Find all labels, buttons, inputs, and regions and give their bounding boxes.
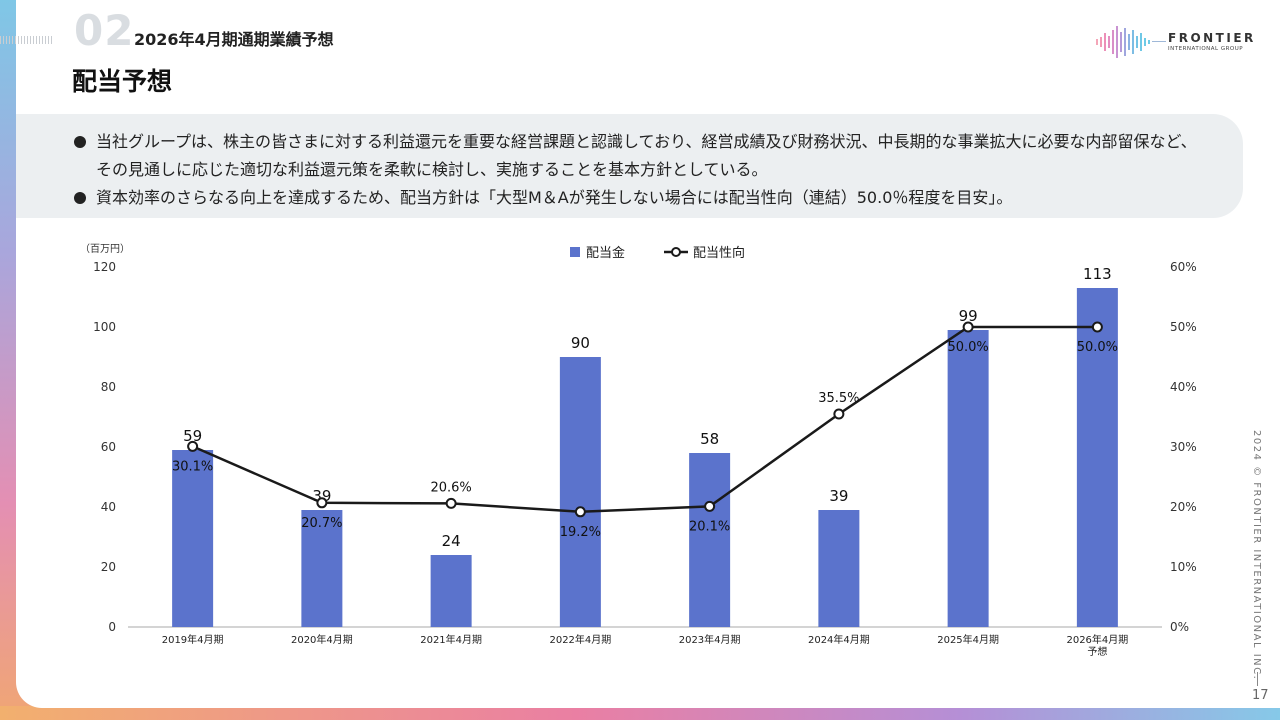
legend-line-marker — [671, 247, 681, 257]
company-logo — [1096, 26, 1166, 58]
bar-dividend — [301, 510, 343, 627]
y-right-tick-label: 50% — [1170, 320, 1197, 334]
dividend-policy-panel — [16, 114, 1243, 218]
page-number-divider — [1257, 672, 1258, 686]
x-tick-label: 2026年4月期 — [1066, 633, 1128, 646]
policy-text-2: 資本効率のさらなる向上を達成するため、配当方針は「大型M＆Aが発生しない場合には… — [96, 188, 1013, 207]
page-title: 配当予想 — [72, 67, 173, 96]
y-left-tick-label: 100 — [93, 320, 116, 334]
y-right-tick-label: 0% — [1170, 620, 1189, 634]
y-left-unit-label: （百万円） — [80, 243, 130, 255]
x-tick-label: 2025年4月期 — [937, 633, 999, 646]
ratio-value-label: 20.6% — [430, 480, 471, 495]
bottom-gradient-bar — [0, 706, 1280, 720]
legend-bar-swatch — [570, 247, 580, 257]
section-title: 2026年4月期通期業績予想 — [134, 30, 334, 49]
logo-waveform-icon — [1096, 26, 1166, 58]
decorative-stripes — [0, 36, 54, 44]
bar-value-label: 24 — [442, 532, 461, 550]
dividend-chart: （百万円） 0 20 40 60 80 100 120 0% 10% 20% 30% 40% 50% 60%… — [80, 243, 1197, 658]
y-left-tick-label: 0 — [108, 620, 116, 634]
line-marker — [574, 506, 586, 518]
y-right-tick-label: 60% — [1170, 260, 1197, 274]
bullet-dot-icon — [74, 136, 86, 148]
legend-bar-label: 配当金 — [586, 245, 625, 261]
line-marker — [1091, 321, 1103, 333]
line-marker — [962, 321, 974, 333]
x-tick-label: 2019年4月期 — [162, 633, 224, 646]
y-right-tick-label: 10% — [1170, 560, 1197, 574]
y-left-tick-label: 40 — [101, 500, 116, 514]
section-number: 02 — [74, 6, 135, 55]
x-tick-label: 2024年4月期 — [808, 633, 870, 646]
bar-dividend — [430, 555, 472, 627]
x-tick-label: 2022年4月期 — [549, 633, 611, 646]
logo-subtitle: INTERNATIONAL GROUP — [1168, 46, 1244, 52]
bullet-dot-icon — [74, 192, 86, 204]
bar-value-label: 59 — [183, 427, 202, 445]
y-left-tick-label: 80 — [101, 380, 116, 394]
x-tick-label: 2021年4月期 — [420, 633, 482, 646]
bar-value-label: 113 — [1083, 265, 1112, 283]
y-left-tick-label: 60 — [101, 440, 116, 454]
bar-dividend — [1076, 288, 1118, 627]
bar-dividend — [689, 453, 731, 627]
logo-name: FRONTIER — [1168, 31, 1256, 45]
bar-dividend — [947, 330, 989, 627]
bar-dividend — [818, 510, 860, 627]
x-tick-label: 2020年4月期 — [291, 633, 353, 646]
ratio-value-label: 50.0% — [1077, 340, 1118, 355]
line-marker — [704, 500, 716, 512]
line-marker — [833, 408, 845, 420]
y-right-tick-label: 40% — [1170, 380, 1197, 394]
x-tick-label: 2023年4月期 — [679, 633, 741, 646]
y-right-tick-label: 20% — [1170, 500, 1197, 514]
line-marker — [187, 440, 199, 452]
y-right-tick-label: 30% — [1170, 440, 1197, 454]
ratio-value-label: 35.5% — [818, 391, 859, 406]
ratio-value-label: 20.1% — [689, 519, 730, 534]
ratio-value-label: 19.2% — [560, 525, 601, 540]
x-tick-sublabel: 予想 — [1087, 645, 1107, 658]
legend-line-label: 配当性向 — [693, 245, 745, 261]
bar-value-label: 99 — [959, 307, 978, 325]
line-payout-ratio — [192, 325, 1098, 514]
bar-value-label: 58 — [700, 430, 719, 448]
bar-value-label: 90 — [571, 334, 590, 352]
policy-text-1: 当社グループは、株主の皆さまに対する利益還元を重要な経営課題と認識しており、経営… — [96, 132, 1197, 179]
y-left-tick-label: 120 — [93, 260, 116, 274]
bar-value-label: 39 — [829, 487, 848, 505]
y-left-tick-label: 20 — [101, 560, 116, 574]
bar-dividend — [559, 357, 601, 627]
ratio-value-label: 50.0% — [947, 340, 988, 355]
line-marker — [316, 497, 328, 509]
copyright-text: 2024 © FRONTIER INTERNATIONAL INC. — [1251, 430, 1262, 681]
bar-dividend — [172, 450, 214, 627]
page-number: 17 — [1252, 688, 1269, 703]
ratio-value-label: 30.1% — [172, 459, 213, 474]
line-marker — [445, 497, 457, 509]
ratio-value-label: 20.7% — [301, 516, 342, 531]
